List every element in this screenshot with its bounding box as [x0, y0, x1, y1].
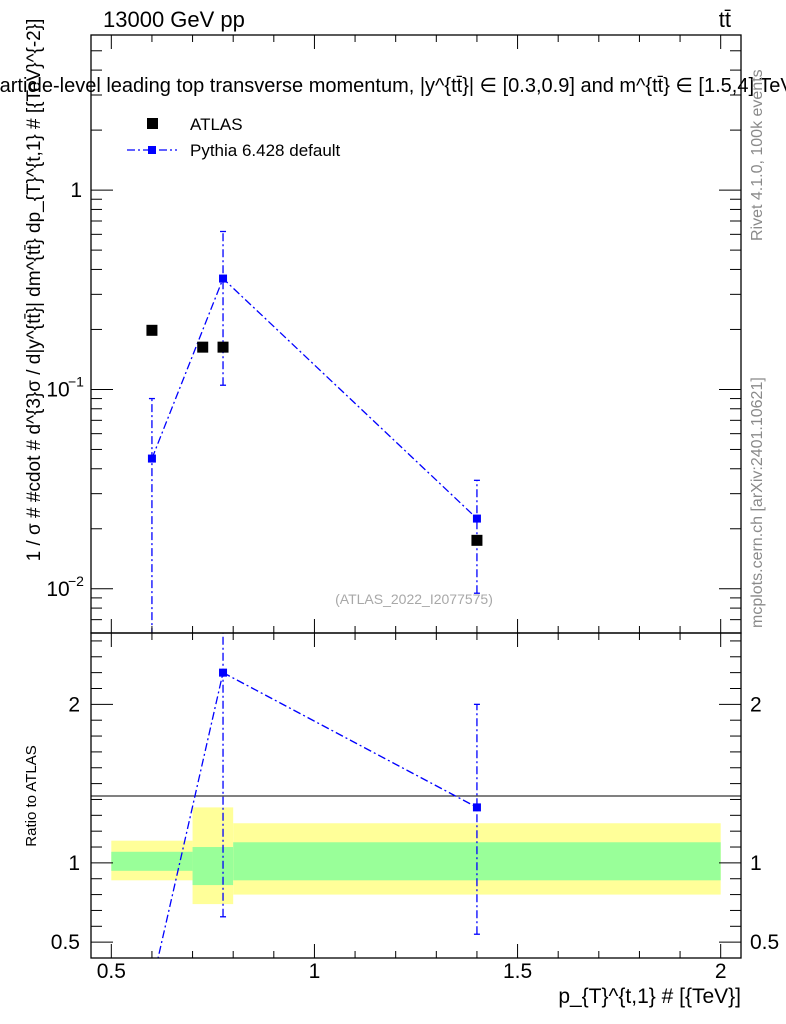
band-inner-0: [111, 851, 193, 871]
atlas-point: [197, 341, 209, 353]
x-tick-label: 0.5: [97, 960, 126, 983]
y-tick-label: 10: [46, 578, 69, 601]
y-axis-title-ratio: Ratio to ATLAS: [23, 745, 40, 846]
ratio-uncertainty-bands: [111, 807, 721, 905]
x-tick-label: 1: [309, 960, 321, 983]
energy-label: 13000 GeV pp: [103, 7, 245, 32]
process-label: tt̄: [719, 7, 731, 32]
rivet-label: Rivet 4.1.0, 100k events: [749, 69, 766, 241]
ratio-y-tick-label-left: 2: [68, 693, 80, 716]
mc-point: [147, 454, 156, 463]
legend-mc-marker: [148, 146, 156, 154]
ratio-series-layer: [148, 633, 481, 989]
axes-layer: 0.5 1 1.5 210−210−110.5 0.51 12 2: [46, 34, 779, 983]
x-tick-label: 2: [715, 960, 727, 983]
ratio-y-tick-label-right: 1: [750, 852, 762, 875]
y-tick-label: 1: [70, 179, 82, 202]
ratio-y-tick-label-left: 1: [68, 852, 80, 875]
ratio-frame: [90, 632, 742, 959]
ratio-mc-point: [219, 668, 228, 677]
ratio-mc-point: [472, 803, 481, 812]
x-tick-label: 1.5: [503, 960, 532, 983]
ratio-y-tick-label-left: 0.5: [51, 931, 80, 954]
ratio-y-tick-label-right: 2: [750, 693, 762, 716]
y-axis-title-main: 1 / σ # #cdot # d^{3}σ / d|y^{tt̄}| dm^{…: [24, 19, 45, 562]
mc-line: [151, 277, 478, 520]
legend-data-label: ATLAS: [190, 115, 243, 134]
y-axis-title-main-text: 1 / σ # #cdot # d^{3}σ / d|y^{tt̄}| dm^{…: [24, 19, 45, 562]
atlas-point: [471, 534, 483, 546]
legend: ATLAS Pythia 6.428 default: [127, 115, 341, 160]
main-series-layer: [146, 230, 483, 633]
y-tick-label: 10: [46, 378, 69, 401]
ratio-y-tick-label-right: 0.5: [750, 931, 779, 954]
mcplots-label: mcplots.cern.ch [arXiv:2401.10621]: [749, 377, 766, 628]
band-inner-1: [192, 847, 234, 886]
y-tick-exponent: −2: [68, 573, 84, 589]
analysis-watermark: (ATLAS_2022_I2077575): [335, 591, 493, 607]
x-axis-title: p_{T}^{t,1} # [{TeV}]: [558, 985, 741, 1008]
mc-point: [219, 274, 228, 283]
plot-title: Particle-level leading top transverse mo…: [0, 75, 786, 97]
mc-point: [472, 514, 481, 523]
legend-data-marker: [147, 118, 158, 129]
ratio-mc-point: [148, 981, 156, 989]
y-tick-exponent: −1: [68, 373, 84, 389]
atlas-point: [217, 341, 229, 353]
legend-mc-label: Pythia 6.428 default: [190, 141, 341, 160]
atlas-point: [146, 324, 158, 336]
main-frame: [90, 34, 742, 634]
